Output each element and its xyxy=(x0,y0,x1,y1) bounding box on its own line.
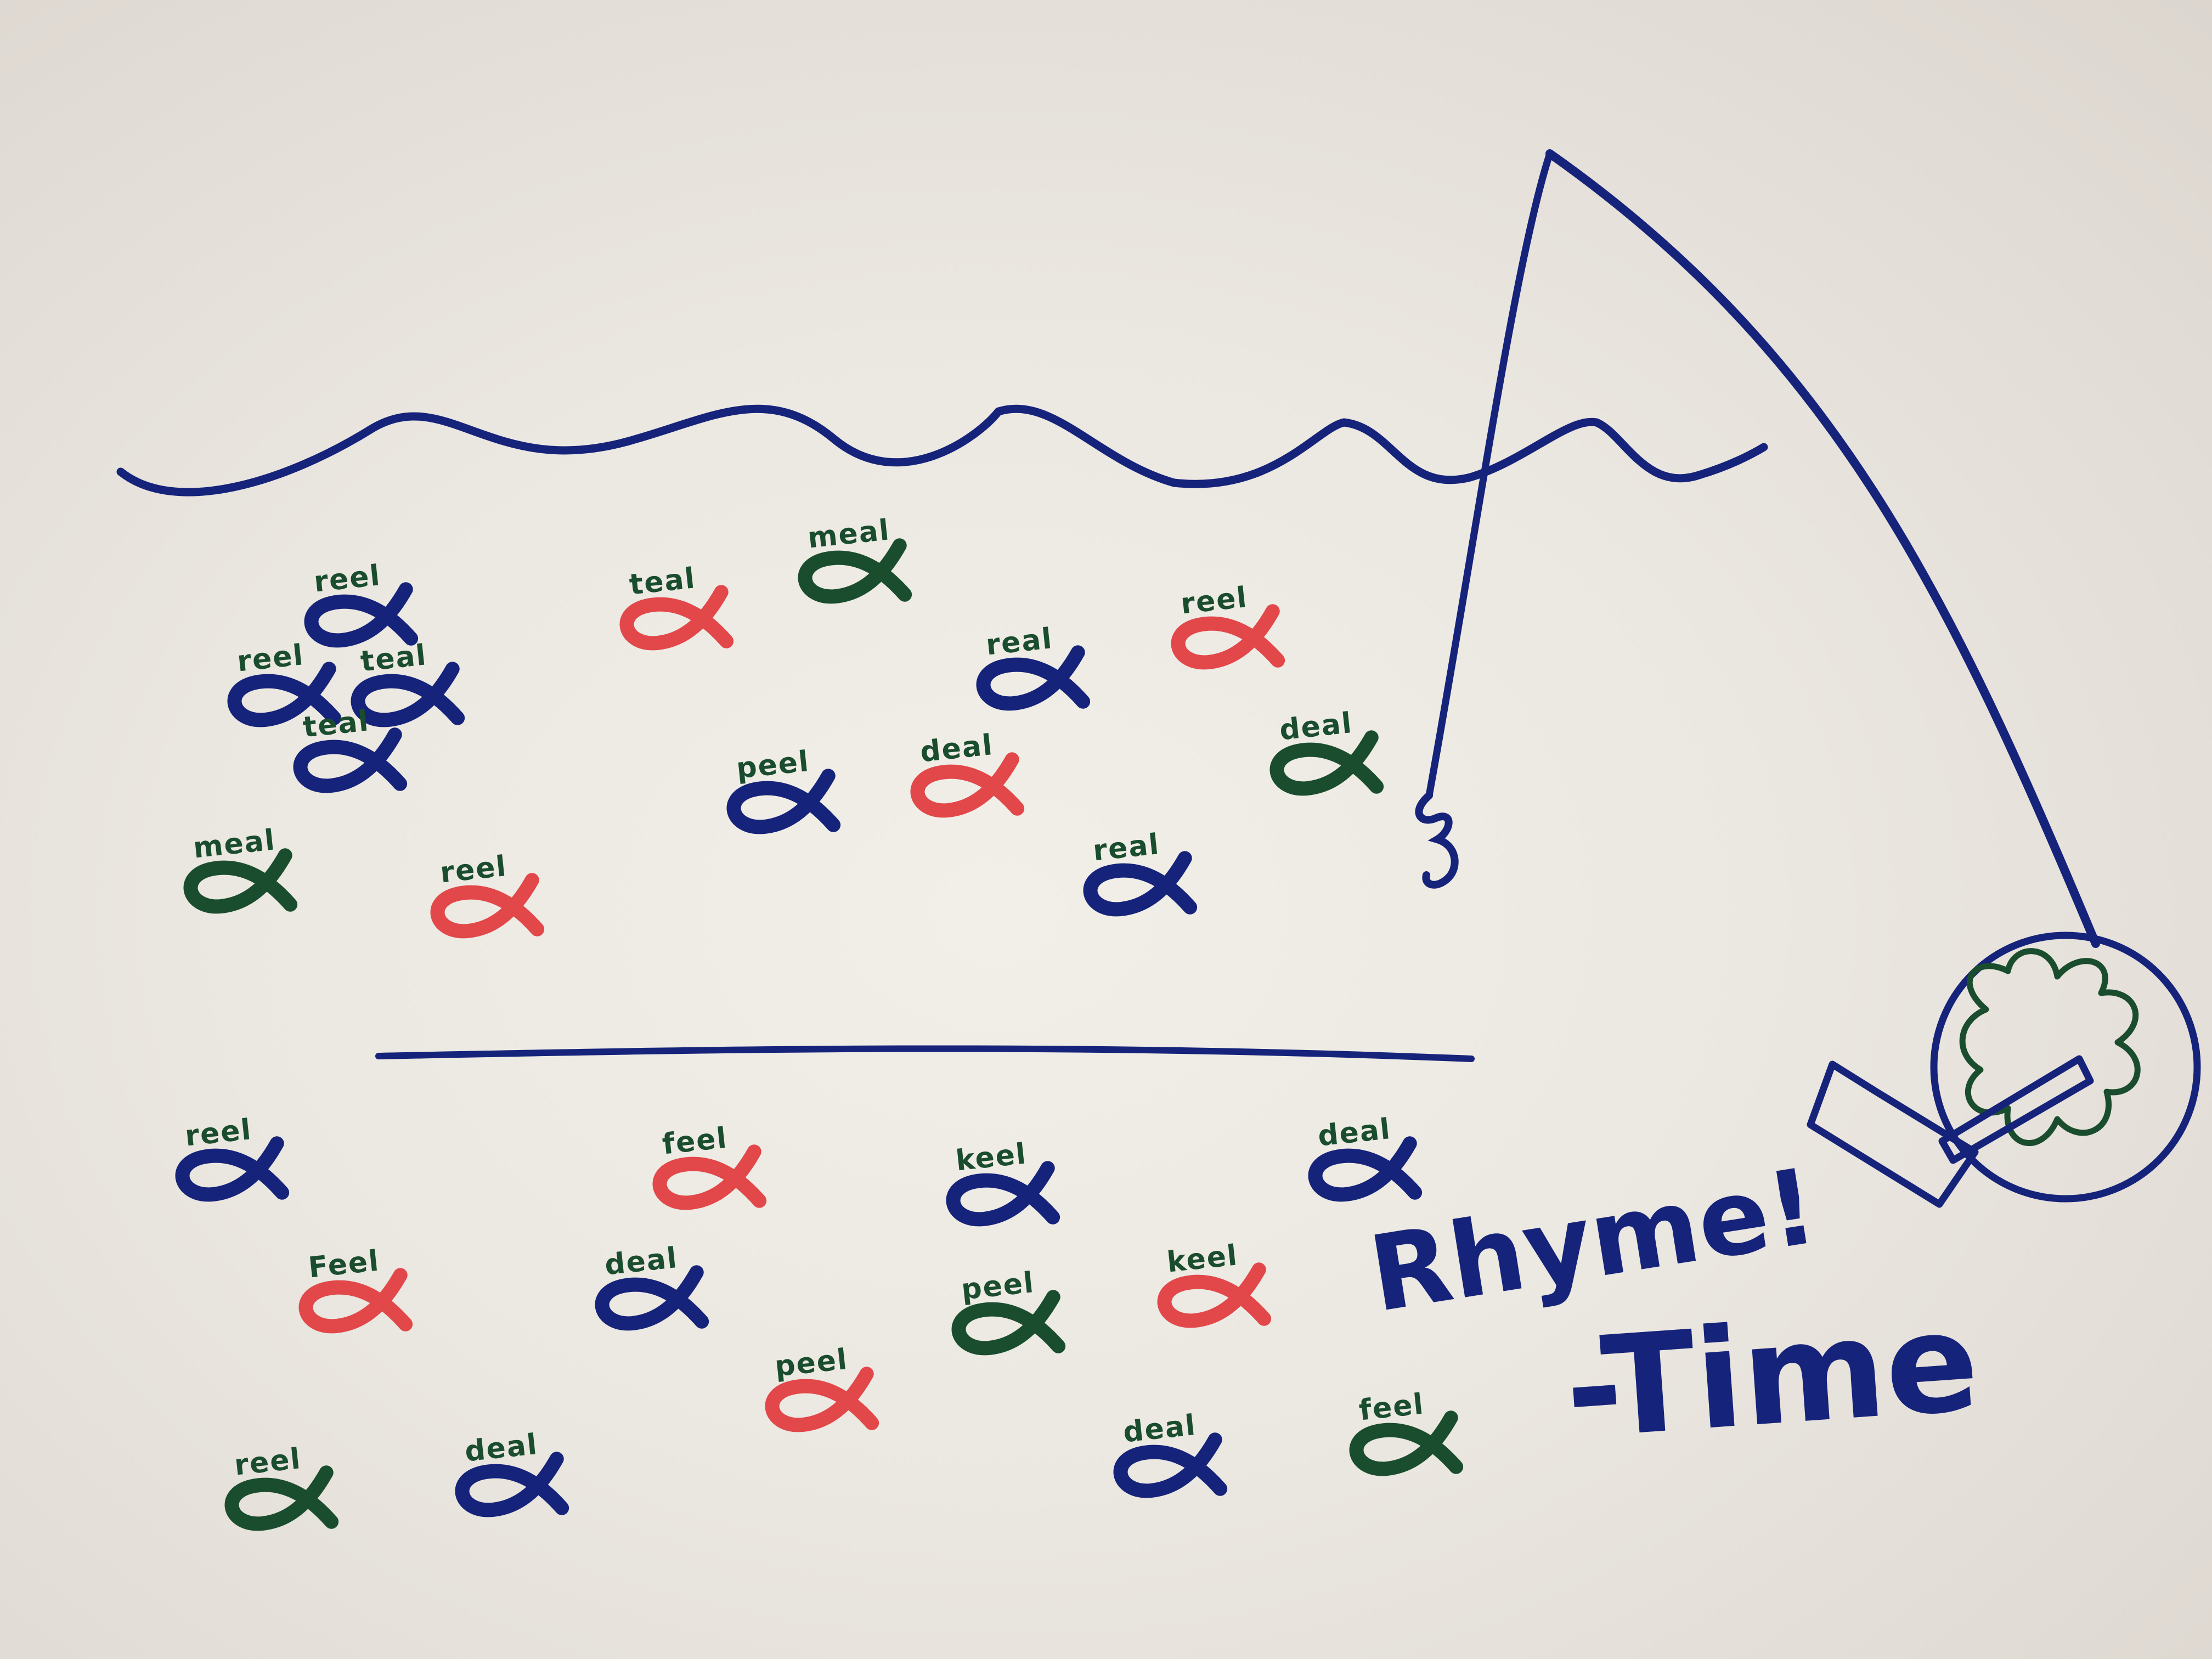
fish: teal xyxy=(351,639,465,727)
fish: reel xyxy=(227,639,342,727)
fish: deal xyxy=(1269,707,1384,796)
fishing-hook-icon xyxy=(1415,792,1459,889)
fish-icon xyxy=(1113,1432,1228,1498)
fish: meal xyxy=(183,823,298,914)
fish: peel xyxy=(951,1266,1066,1356)
fish: peel xyxy=(726,745,841,834)
fish-icon xyxy=(455,1452,569,1517)
fish: feel xyxy=(652,1121,767,1210)
fish-icon xyxy=(1171,604,1285,670)
fish: feel xyxy=(1349,1387,1464,1476)
fish-icon xyxy=(1269,730,1384,796)
fish: deal xyxy=(910,729,1025,818)
fish-word-label: reel xyxy=(183,1113,253,1153)
fish-word-label: real xyxy=(984,622,1054,662)
fish-icon xyxy=(224,1465,339,1531)
fish-icon xyxy=(652,1144,767,1210)
fish-word-label: teal xyxy=(301,704,371,744)
reel-flower-icon xyxy=(1959,948,2141,1146)
fish: reel xyxy=(430,850,545,939)
fish-word-label: deal xyxy=(1278,707,1354,747)
fish-word-label: meal xyxy=(191,823,277,865)
reel-grip xyxy=(1807,1060,1979,1208)
fish: reel xyxy=(304,559,419,648)
fish-icon xyxy=(175,1136,290,1202)
fish-icon xyxy=(798,538,912,604)
fishing-line xyxy=(1425,150,1554,799)
fish: reel xyxy=(175,1113,290,1202)
fish-icon xyxy=(951,1290,1066,1356)
fish-word-label: deal xyxy=(463,1428,539,1469)
fish: reel xyxy=(224,1442,339,1531)
fish-icon xyxy=(1157,1262,1272,1328)
fish: Feel xyxy=(298,1244,413,1334)
fish-word-label: keel xyxy=(954,1137,1028,1177)
fish: teal xyxy=(293,704,408,793)
fish-icon xyxy=(976,645,1091,711)
reel-circle xyxy=(1930,932,2201,1203)
fish-icon xyxy=(1083,851,1198,917)
fish-icon xyxy=(910,752,1025,818)
fish-icon xyxy=(298,1268,413,1334)
fish: teal xyxy=(619,562,734,651)
fish-word-label: real xyxy=(1091,828,1161,867)
fish: peel xyxy=(765,1343,879,1432)
fish-icon xyxy=(619,585,734,651)
fish: keel xyxy=(946,1137,1060,1227)
fish-icon xyxy=(726,769,841,834)
fish-word-label: reel xyxy=(438,850,509,889)
fish-word-label: peel xyxy=(960,1266,1036,1307)
fish-word-label: feel xyxy=(1357,1387,1426,1427)
fish-icon xyxy=(946,1161,1060,1227)
fish-icon xyxy=(227,662,342,727)
fish: real xyxy=(1083,828,1198,917)
fish-word-label: teal xyxy=(359,639,428,678)
fish-icon xyxy=(304,582,419,648)
water-surface-wave xyxy=(116,404,1768,496)
fish: deal xyxy=(1113,1409,1228,1498)
fish-word-label: deal xyxy=(1316,1113,1392,1153)
fish-word-label: reel xyxy=(1179,581,1249,620)
fish: reel xyxy=(1171,581,1285,670)
fish-icon xyxy=(1308,1136,1423,1202)
fish: real xyxy=(976,622,1091,711)
fish-word-label: reel xyxy=(233,1442,303,1482)
fish-word-label: deal xyxy=(603,1242,679,1282)
fishing-pole xyxy=(1415,149,2100,948)
fishing-rod xyxy=(1545,149,2100,948)
fish: meal xyxy=(798,514,912,604)
fish-word-label: peel xyxy=(735,745,811,786)
fish-word-label: meal xyxy=(806,514,891,555)
fish-word-label: reel xyxy=(312,559,382,599)
fish-icon xyxy=(430,873,545,939)
fish: keel xyxy=(1157,1239,1272,1328)
fish-word-label: peel xyxy=(773,1343,849,1384)
fish-icon xyxy=(293,727,408,793)
fish-word-label: feel xyxy=(661,1121,729,1161)
fish: deal xyxy=(455,1428,569,1517)
fish-icon xyxy=(1349,1410,1464,1476)
fish: deal xyxy=(1308,1113,1423,1202)
fish-word-label: keel xyxy=(1165,1239,1239,1279)
fish-school: reel reel teal teal teal meal real reel peel deal… xyxy=(175,514,1464,1531)
divider-line xyxy=(375,1045,1475,1062)
title-time: -Time xyxy=(1560,1282,1984,1470)
fish: deal xyxy=(595,1242,709,1331)
fish-word-label: teal xyxy=(628,562,697,601)
fish-icon xyxy=(183,848,298,914)
fish-icon xyxy=(765,1367,879,1432)
fish-word-label: reel xyxy=(235,639,306,678)
fish-word-label: deal xyxy=(918,729,995,769)
fishing-reel xyxy=(1807,932,2201,1208)
fish-icon xyxy=(351,662,465,727)
fish-icon xyxy=(595,1265,709,1331)
fish-word-label: deal xyxy=(1121,1409,1198,1449)
fish-word-label: Feel xyxy=(307,1244,381,1284)
reel-crank-handle xyxy=(1938,1055,2094,1164)
